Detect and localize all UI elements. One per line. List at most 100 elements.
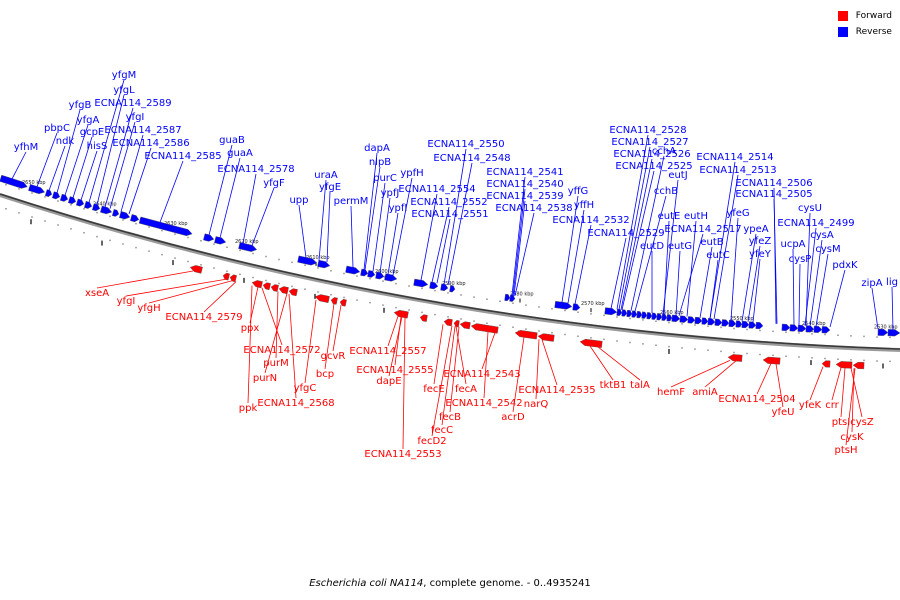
reverse-gene-arrow[interactable] — [119, 211, 131, 220]
forward-gene-label-line — [125, 278, 227, 297]
reverse-gene-arrow[interactable] — [504, 293, 511, 302]
reverse-gene-arrow[interactable] — [887, 329, 900, 337]
reverse-gene-arrow[interactable] — [100, 205, 113, 215]
forward-gene-label-fecd2: fecD2 — [417, 436, 446, 447]
reverse-gene-arrow[interactable] — [631, 310, 638, 318]
reverse-gene-arrow[interactable] — [429, 281, 439, 290]
reverse-gene-arrow[interactable] — [651, 312, 658, 320]
forward-gene-arrow[interactable] — [835, 361, 853, 369]
reverse-gene-arrow[interactable] — [781, 323, 791, 331]
reverse-gene-arrow[interactable] — [671, 314, 681, 323]
forward-gene-arrow[interactable] — [270, 284, 279, 292]
forward-gene-arrow[interactable] — [579, 338, 603, 348]
reverse-gene-arrow[interactable] — [701, 317, 709, 325]
forward-gene-arrow[interactable] — [727, 354, 743, 362]
reverse-gene-arrow[interactable] — [646, 312, 653, 320]
forward-gene-arrow[interactable] — [537, 333, 555, 342]
reverse-gene-label-line — [773, 198, 778, 324]
reverse-gene-label-line — [709, 161, 736, 319]
forward-gene-arrow[interactable] — [393, 309, 409, 319]
forward-gene-arrow[interactable] — [222, 272, 230, 281]
reverse-gene-arrow[interactable] — [111, 209, 120, 217]
forward-gene-arrow[interactable] — [762, 356, 781, 365]
reverse-gene-arrow[interactable] — [707, 318, 716, 326]
forward-gene-arrow[interactable] — [443, 318, 453, 327]
reverse-gene-arrow[interactable] — [28, 184, 45, 195]
legend-item-reverse: Reverse — [837, 24, 892, 40]
forward-gene-arrow[interactable] — [314, 294, 330, 303]
reverse-gene-arrow[interactable] — [297, 255, 318, 266]
reverse-gene-arrow[interactable] — [636, 311, 643, 319]
reverse-gene-arrow[interactable] — [238, 242, 258, 252]
forward-gene-arrow[interactable] — [189, 264, 203, 274]
reverse-gene-arrow[interactable] — [67, 196, 77, 205]
forward-gene-arrow[interactable] — [330, 297, 338, 305]
forward-gene-arrow[interactable] — [288, 288, 298, 297]
reverse-gene-arrow[interactable] — [755, 321, 764, 330]
reverse-gene-label-yfhm: yfhM — [14, 142, 38, 153]
reverse-gene-arrow[interactable] — [621, 309, 628, 317]
reverse-gene-label-lig: lig — [886, 277, 898, 288]
reverse-gene-arrow[interactable] — [679, 315, 689, 323]
reverse-gene-arrow[interactable] — [384, 273, 398, 283]
forward-gene-arrow[interactable] — [251, 279, 263, 289]
reverse-gene-arrow[interactable] — [666, 314, 673, 322]
reverse-gene-arrow[interactable] — [130, 214, 140, 223]
forward-gene-label-line — [756, 363, 772, 395]
reverse-gene-arrow[interactable] — [616, 308, 623, 316]
reverse-gene-arrow[interactable] — [721, 319, 730, 327]
reverse-gene-arrow[interactable] — [75, 198, 85, 207]
reverse-gene-arrow[interactable] — [44, 189, 53, 198]
reverse-gene-arrow[interactable] — [449, 285, 456, 293]
reverse-gene-label-ecna114-2554: ECNA114_2554 — [398, 184, 475, 195]
reverse-gene-arrow[interactable] — [317, 259, 331, 269]
reverse-gene-arrow[interactable] — [345, 265, 361, 275]
reverse-gene-arrow[interactable] — [694, 316, 703, 325]
reverse-gene-arrow[interactable] — [214, 236, 227, 245]
reverse-gene-arrow[interactable] — [554, 301, 573, 310]
forward-gene-arrow[interactable] — [459, 321, 471, 330]
forward-gene-arrow[interactable] — [419, 314, 428, 322]
reverse-gene-arrow[interactable] — [656, 313, 663, 321]
forward-gene-arrow[interactable] — [821, 360, 831, 368]
reverse-gene-arrow[interactable] — [440, 283, 449, 292]
reverse-gene-arrow[interactable] — [360, 268, 369, 277]
reverse-gene-label-ecna114-2540: ECNA114_2540 — [486, 179, 563, 190]
reverse-gene-arrow[interactable] — [626, 309, 633, 318]
reverse-gene-arrow[interactable] — [572, 303, 581, 311]
reverse-gene-arrow[interactable] — [877, 328, 889, 336]
reverse-gene-arrow[interactable] — [83, 201, 93, 209]
forward-gene-arrow[interactable] — [339, 299, 347, 307]
forward-gene-arrow[interactable] — [514, 330, 538, 340]
reverse-gene-arrow[interactable] — [51, 191, 61, 200]
forward-gene-arrow[interactable] — [852, 361, 865, 370]
reverse-gene-arrow[interactable] — [0, 174, 28, 190]
reverse-gene-arrow[interactable] — [687, 316, 696, 324]
reverse-gene-arrow[interactable] — [367, 270, 376, 278]
forward-gene-arrow[interactable] — [278, 286, 289, 295]
reverse-gene-arrow[interactable] — [797, 324, 807, 332]
forward-gene-arrow[interactable] — [262, 282, 271, 291]
reverse-gene-arrow[interactable] — [714, 318, 723, 326]
reverse-gene-arrow[interactable] — [661, 313, 668, 321]
reverse-gene-arrow[interactable] — [413, 278, 429, 288]
reverse-gene-arrow[interactable] — [641, 311, 648, 319]
reverse-gene-arrow[interactable] — [604, 307, 618, 316]
reverse-gene-arrow[interactable] — [789, 324, 799, 332]
reverse-gene-arrow[interactable] — [728, 319, 737, 328]
reverse-gene-arrow[interactable] — [813, 325, 823, 333]
reverse-gene-arrow[interactable] — [59, 193, 69, 202]
forward-gene-label-line — [483, 331, 489, 399]
forward-gene-label-line — [512, 337, 525, 413]
reverse-gene-arrow[interactable] — [748, 321, 757, 329]
forward-gene-label-line — [332, 305, 342, 352]
reverse-gene-arrow[interactable] — [138, 216, 193, 237]
reverse-gene-label-ecna114-2551: ECNA114_2551 — [411, 209, 488, 220]
reverse-gene-arrow[interactable] — [821, 326, 831, 334]
forward-gene-arrow[interactable] — [453, 320, 460, 328]
forward-gene-arrow[interactable] — [470, 323, 499, 334]
reverse-gene-label-cchb: cchB — [654, 186, 678, 197]
reverse-gene-arrow[interactable] — [735, 320, 743, 328]
reverse-gene-arrow[interactable] — [741, 320, 750, 329]
forward-gene-arrow[interactable] — [229, 274, 237, 283]
